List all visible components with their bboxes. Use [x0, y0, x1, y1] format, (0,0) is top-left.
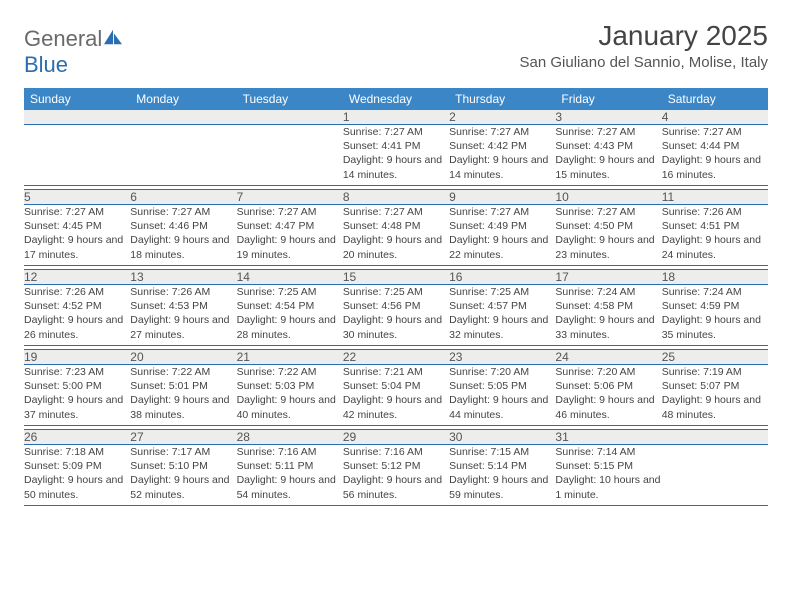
day-info: Sunrise: 7:27 AM Sunset: 4:49 PM Dayligh… — [449, 205, 555, 266]
day-info: Sunrise: 7:22 AM Sunset: 5:01 PM Dayligh… — [130, 365, 236, 426]
col-tuesday: Tuesday — [237, 88, 343, 110]
day-number: 27 — [130, 430, 236, 445]
day-number: 4 — [662, 110, 768, 125]
day-number: 29 — [343, 430, 449, 445]
day-number: 3 — [555, 110, 661, 125]
day-number: 24 — [555, 350, 661, 365]
title-block: January 2025 San Giuliano del Sannio, Mo… — [520, 20, 768, 71]
week-daynum-row: 262728293031 — [24, 430, 768, 445]
day-info — [237, 125, 343, 186]
col-friday: Friday — [555, 88, 661, 110]
week-info-row: Sunrise: 7:23 AM Sunset: 5:00 PM Dayligh… — [24, 365, 768, 426]
week-daynum-row: 567891011 — [24, 190, 768, 205]
day-number: 28 — [237, 430, 343, 445]
day-number: 10 — [555, 190, 661, 205]
week-info-row: Sunrise: 7:26 AM Sunset: 4:52 PM Dayligh… — [24, 285, 768, 346]
week-info-row: Sunrise: 7:27 AM Sunset: 4:45 PM Dayligh… — [24, 205, 768, 266]
weekday-header-row: Sunday Monday Tuesday Wednesday Thursday… — [24, 88, 768, 110]
day-info: Sunrise: 7:27 AM Sunset: 4:50 PM Dayligh… — [555, 205, 661, 266]
day-number: 26 — [24, 430, 130, 445]
day-info: Sunrise: 7:21 AM Sunset: 5:04 PM Dayligh… — [343, 365, 449, 426]
day-info: Sunrise: 7:27 AM Sunset: 4:44 PM Dayligh… — [662, 125, 768, 186]
day-info: Sunrise: 7:27 AM Sunset: 4:46 PM Dayligh… — [130, 205, 236, 266]
day-info: Sunrise: 7:24 AM Sunset: 4:59 PM Dayligh… — [662, 285, 768, 346]
day-info: Sunrise: 7:14 AM Sunset: 5:15 PM Dayligh… — [555, 445, 661, 506]
day-number: 22 — [343, 350, 449, 365]
day-info: Sunrise: 7:26 AM Sunset: 4:52 PM Dayligh… — [24, 285, 130, 346]
day-info: Sunrise: 7:26 AM Sunset: 4:53 PM Dayligh… — [130, 285, 236, 346]
month-title: January 2025 — [520, 20, 768, 52]
day-number: 11 — [662, 190, 768, 205]
day-info: Sunrise: 7:19 AM Sunset: 5:07 PM Dayligh… — [662, 365, 768, 426]
day-number: 16 — [449, 270, 555, 285]
col-wednesday: Wednesday — [343, 88, 449, 110]
week-daynum-row: 1234 — [24, 110, 768, 125]
day-number: 18 — [662, 270, 768, 285]
day-info — [24, 125, 130, 186]
day-number — [130, 110, 236, 125]
day-info: Sunrise: 7:23 AM Sunset: 5:00 PM Dayligh… — [24, 365, 130, 426]
day-info: Sunrise: 7:25 AM Sunset: 4:56 PM Dayligh… — [343, 285, 449, 346]
logo-text: General Blue — [24, 26, 124, 78]
day-number: 15 — [343, 270, 449, 285]
week-daynum-row: 19202122232425 — [24, 350, 768, 365]
day-number: 5 — [24, 190, 130, 205]
day-number: 13 — [130, 270, 236, 285]
day-info: Sunrise: 7:15 AM Sunset: 5:14 PM Dayligh… — [449, 445, 555, 506]
day-info: Sunrise: 7:16 AM Sunset: 5:11 PM Dayligh… — [237, 445, 343, 506]
col-saturday: Saturday — [662, 88, 768, 110]
day-info: Sunrise: 7:16 AM Sunset: 5:12 PM Dayligh… — [343, 445, 449, 506]
day-number: 2 — [449, 110, 555, 125]
day-info: Sunrise: 7:27 AM Sunset: 4:47 PM Dayligh… — [237, 205, 343, 266]
day-info: Sunrise: 7:20 AM Sunset: 5:05 PM Dayligh… — [449, 365, 555, 426]
day-number: 8 — [343, 190, 449, 205]
location: San Giuliano del Sannio, Molise, Italy — [520, 54, 768, 71]
col-sunday: Sunday — [24, 88, 130, 110]
week-daynum-row: 12131415161718 — [24, 270, 768, 285]
day-info: Sunrise: 7:27 AM Sunset: 4:41 PM Dayligh… — [343, 125, 449, 186]
day-info: Sunrise: 7:24 AM Sunset: 4:58 PM Dayligh… — [555, 285, 661, 346]
day-number: 30 — [449, 430, 555, 445]
logo: General Blue — [24, 20, 124, 78]
day-number: 31 — [555, 430, 661, 445]
day-number: 25 — [662, 350, 768, 365]
day-info — [130, 125, 236, 186]
col-thursday: Thursday — [449, 88, 555, 110]
day-info: Sunrise: 7:17 AM Sunset: 5:10 PM Dayligh… — [130, 445, 236, 506]
day-number: 21 — [237, 350, 343, 365]
calendar-body: 1234Sunrise: 7:27 AM Sunset: 4:41 PM Day… — [24, 110, 768, 506]
day-info: Sunrise: 7:25 AM Sunset: 4:57 PM Dayligh… — [449, 285, 555, 346]
day-number: 7 — [237, 190, 343, 205]
calendar-table: Sunday Monday Tuesday Wednesday Thursday… — [24, 88, 768, 506]
day-info: Sunrise: 7:22 AM Sunset: 5:03 PM Dayligh… — [237, 365, 343, 426]
day-info: Sunrise: 7:27 AM Sunset: 4:45 PM Dayligh… — [24, 205, 130, 266]
week-info-row: Sunrise: 7:27 AM Sunset: 4:41 PM Dayligh… — [24, 125, 768, 186]
day-info: Sunrise: 7:27 AM Sunset: 4:48 PM Dayligh… — [343, 205, 449, 266]
day-number: 12 — [24, 270, 130, 285]
day-number: 20 — [130, 350, 236, 365]
day-number: 9 — [449, 190, 555, 205]
week-info-row: Sunrise: 7:18 AM Sunset: 5:09 PM Dayligh… — [24, 445, 768, 506]
day-number — [24, 110, 130, 125]
sail-icon — [102, 28, 124, 46]
day-number — [662, 430, 768, 445]
logo-part2: Blue — [24, 52, 68, 77]
day-info: Sunrise: 7:20 AM Sunset: 5:06 PM Dayligh… — [555, 365, 661, 426]
day-info — [662, 445, 768, 506]
day-number: 6 — [130, 190, 236, 205]
header: General Blue January 2025 San Giuliano d… — [24, 20, 768, 78]
day-number: 14 — [237, 270, 343, 285]
day-info: Sunrise: 7:18 AM Sunset: 5:09 PM Dayligh… — [24, 445, 130, 506]
logo-part1: General — [24, 26, 102, 51]
day-number: 19 — [24, 350, 130, 365]
day-number: 17 — [555, 270, 661, 285]
day-info: Sunrise: 7:26 AM Sunset: 4:51 PM Dayligh… — [662, 205, 768, 266]
day-number: 1 — [343, 110, 449, 125]
day-number — [237, 110, 343, 125]
col-monday: Monday — [130, 88, 236, 110]
day-info: Sunrise: 7:27 AM Sunset: 4:43 PM Dayligh… — [555, 125, 661, 186]
day-info: Sunrise: 7:25 AM Sunset: 4:54 PM Dayligh… — [237, 285, 343, 346]
day-info: Sunrise: 7:27 AM Sunset: 4:42 PM Dayligh… — [449, 125, 555, 186]
day-number: 23 — [449, 350, 555, 365]
